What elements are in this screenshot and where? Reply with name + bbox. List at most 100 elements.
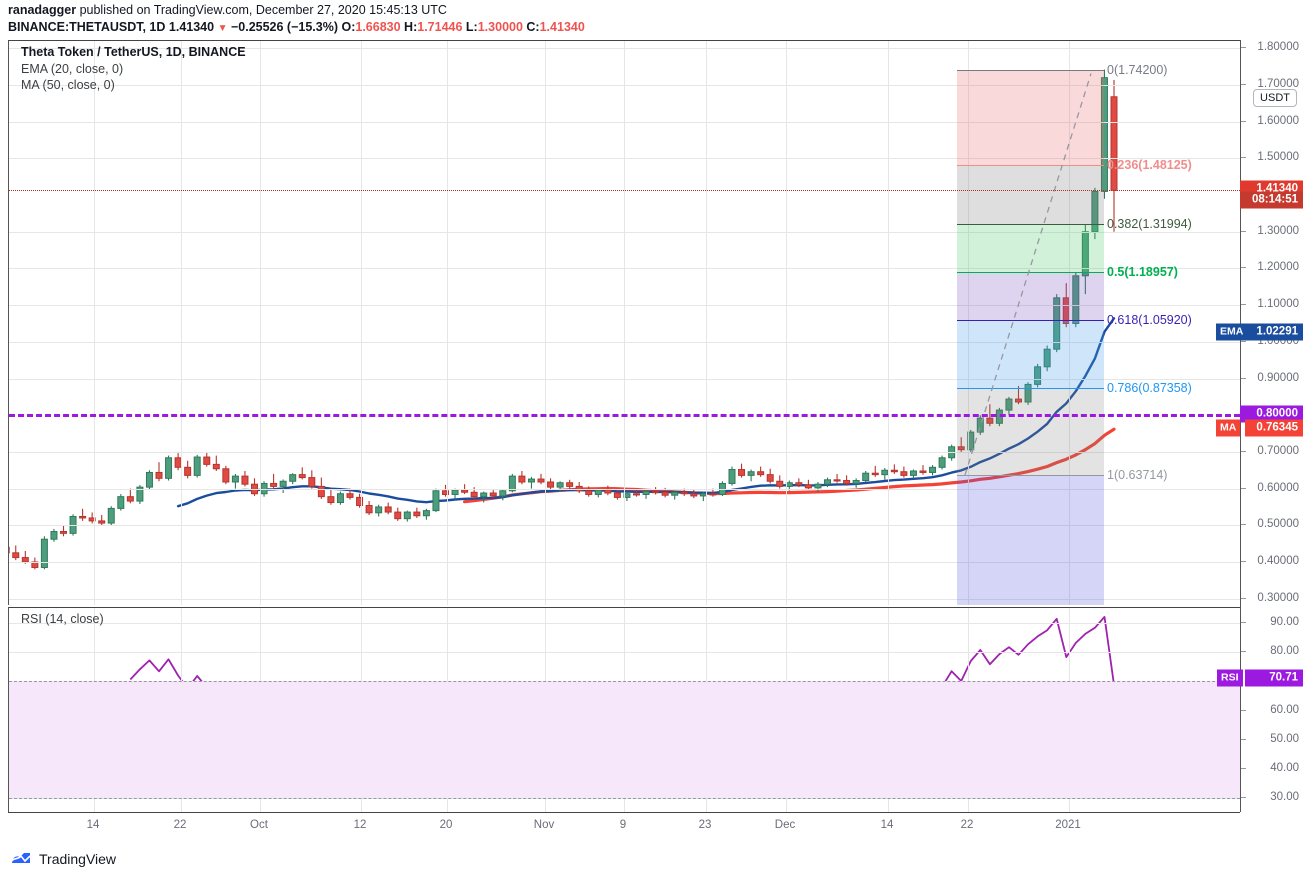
countdown-badge[interactable]: 08:14:51 xyxy=(1240,191,1303,209)
price-axis-label: 1.20000 xyxy=(1257,261,1299,274)
price-axis-label: 1.10000 xyxy=(1257,298,1299,311)
axis-tick xyxy=(1241,797,1246,799)
vertical-gridline xyxy=(447,41,448,605)
rsi-axis-label: 90.00 xyxy=(1270,615,1299,628)
time-axis-label: 22 xyxy=(960,819,974,831)
rsi-zone xyxy=(9,681,1240,799)
time-axis-label: 20 xyxy=(439,819,453,831)
fibonacci-level-label: 0.5(1.18957) xyxy=(1107,265,1178,280)
high-value: 1.71446 xyxy=(417,20,463,34)
horizontal-price-line[interactable] xyxy=(9,414,1240,418)
fibonacci-band xyxy=(957,69,1104,166)
axis-tick xyxy=(1241,768,1246,770)
fibonacci-band xyxy=(957,272,1104,321)
axis-tick xyxy=(1241,709,1246,711)
price-change: −0.25526 (−15.3%) xyxy=(230,20,338,34)
axis-tick xyxy=(1241,304,1246,306)
time-axis-label: Dec xyxy=(774,819,796,831)
axis-tick xyxy=(1241,377,1246,379)
time-axis-label: 14 xyxy=(880,819,894,831)
time-axis-label: 9 xyxy=(619,819,627,831)
fibonacci-level-line[interactable] xyxy=(957,388,1104,390)
axis-tick xyxy=(1241,621,1246,623)
low-key: L: xyxy=(465,20,478,34)
ma-value-badge[interactable]: 0.76345 xyxy=(1245,419,1303,437)
fibonacci-level-line[interactable] xyxy=(957,69,1104,71)
fibonacci-level-line[interactable] xyxy=(957,474,1104,476)
tradingview-logo: TradingView xyxy=(10,851,116,867)
axis-tick xyxy=(1241,487,1246,489)
fibonacci-level-label: 0.786(0.87358) xyxy=(1107,381,1192,396)
rsi-value-badge[interactable]: 70.71 xyxy=(1245,669,1303,687)
axis-tick xyxy=(1241,120,1246,122)
price-axis-label: 1.60000 xyxy=(1257,114,1299,127)
price-axis-label: 1.30000 xyxy=(1257,224,1299,237)
gridline xyxy=(9,622,1240,624)
legend-rsi[interactable]: RSI (14, close) xyxy=(21,612,104,626)
fibonacci-band xyxy=(957,224,1104,273)
rsi-axis-label: 80.00 xyxy=(1270,644,1299,657)
fibonacci-band xyxy=(957,320,1104,389)
down-arrow-icon: ▼ xyxy=(217,23,228,34)
axis-tick xyxy=(1241,84,1246,86)
horizontal-line-badge[interactable]: 0.80000 xyxy=(1240,405,1303,423)
price-axis-label: 1.70000 xyxy=(1257,78,1299,91)
axis-tick xyxy=(1241,340,1246,342)
axis-tick xyxy=(1241,47,1246,49)
rsi-threshold-line xyxy=(9,798,1240,800)
chart-title: Theta Token / TetherUS, 1D, BINANCE xyxy=(21,45,246,59)
time-axis-label: 23 xyxy=(698,819,712,831)
tradingview-wordmark: TradingView xyxy=(39,851,117,867)
rsi-threshold-line xyxy=(9,681,1240,683)
axis-tick xyxy=(1241,650,1246,652)
time-axis-label: 22 xyxy=(173,819,187,831)
vertical-gridline xyxy=(624,41,625,605)
ema-value-tag: EMA xyxy=(1216,323,1248,341)
publish-line: ranadagger published on TradingView.com,… xyxy=(8,3,447,17)
header: ranadagger published on TradingView.com,… xyxy=(0,0,1311,36)
price-axis[interactable]: USDT 1.80000 1.70000 1.60000 1.50000 1.30000… xyxy=(1216,40,1303,812)
vertical-gridline xyxy=(260,41,261,605)
rsi-axis-label: 60.00 xyxy=(1270,703,1299,716)
chart-frame[interactable]: 0(1.74200) 0.236(1.48125) 0.382(1.31994) 0.… xyxy=(8,40,1303,845)
price-axis-label: 0.30000 xyxy=(1257,591,1299,604)
fibonacci-level-label: 0.618(1.05920) xyxy=(1107,313,1192,328)
axis-tick xyxy=(1241,597,1246,599)
fibonacci-level-label: 0.382(1.31994) xyxy=(1107,217,1192,232)
rsi-axis-label: 30.00 xyxy=(1270,791,1299,804)
legend-ma[interactable]: MA (50, close, 0) xyxy=(21,78,115,92)
vertical-gridline xyxy=(888,41,889,605)
close-key: C: xyxy=(526,20,540,34)
symbol-quote-line: BINANCE:THETAUSDT, 1D 1.41340 ▼ −0.25526… xyxy=(8,20,585,34)
close-value: 1.41340 xyxy=(539,20,585,34)
time-axis[interactable]: 14 22 Oct 12 20 Nov 9 23 Dec 14 22 2021 xyxy=(8,812,1240,838)
rsi-axis-label: 40.00 xyxy=(1270,762,1299,775)
symbol-label: BINANCE:THETAUSDT, 1D xyxy=(8,20,166,34)
price-axis-label: 0.70000 xyxy=(1257,444,1299,457)
axis-tick xyxy=(1241,450,1246,452)
ema-value-badge[interactable]: 1.02291 xyxy=(1245,323,1303,341)
axis-tick xyxy=(1241,230,1246,232)
open-value: 1.66830 xyxy=(355,20,401,34)
legend-ema[interactable]: EMA (20, close, 0) xyxy=(21,62,124,76)
vertical-gridline xyxy=(94,41,95,605)
fibonacci-level-label: 0.236(1.48125) xyxy=(1107,158,1192,173)
time-axis-label: Oct xyxy=(250,819,268,831)
vertical-gridline xyxy=(786,41,787,605)
price-chart-pane[interactable]: 0(1.74200) 0.236(1.48125) 0.382(1.31994) 0.… xyxy=(8,40,1240,605)
last-price-value: 1.41340 xyxy=(168,20,215,34)
fibonacci-level-line[interactable] xyxy=(957,165,1104,167)
fibonacci-band xyxy=(957,388,1104,475)
time-axis-label: 12 xyxy=(353,819,367,831)
fibonacci-level-line[interactable] xyxy=(957,224,1104,226)
fibonacci-level-line[interactable] xyxy=(957,320,1104,322)
price-axis-label: 0.90000 xyxy=(1257,371,1299,384)
time-axis-label: 14 xyxy=(86,819,100,831)
open-key: O: xyxy=(341,20,356,34)
rsi-pane[interactable]: RSI (14, close) xyxy=(8,607,1240,812)
published-text: published on TradingView.com, xyxy=(79,3,253,17)
vertical-gridline xyxy=(706,41,707,605)
high-key: H: xyxy=(404,20,418,34)
fibonacci-level-line[interactable] xyxy=(957,272,1104,274)
axis-tick xyxy=(1241,524,1246,526)
